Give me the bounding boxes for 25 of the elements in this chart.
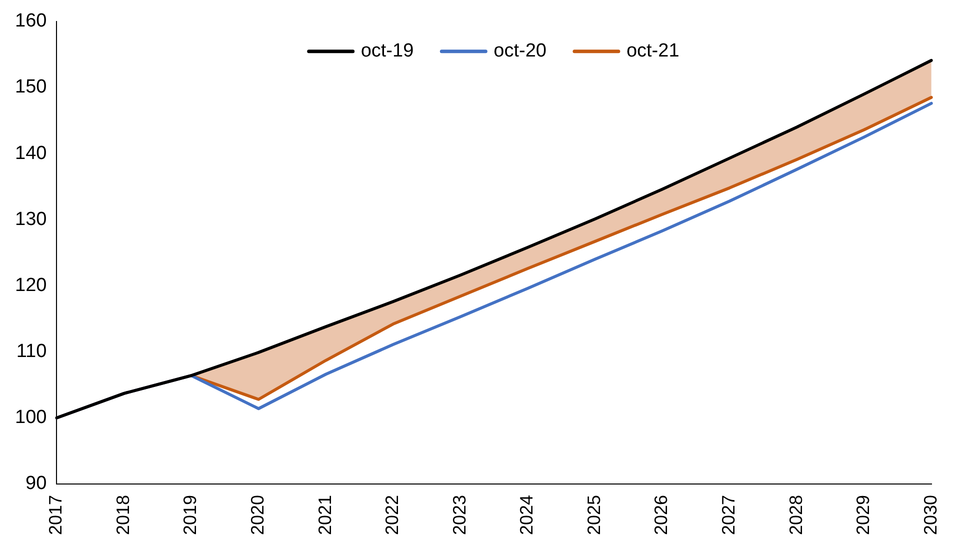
y-tick-label: 100 [15, 407, 47, 428]
y-tick-label: 130 [15, 208, 47, 230]
x-tick-label: 2022 [382, 494, 402, 536]
x-tick-label: 2018 [112, 494, 133, 536]
x-tick-label: 2017 [46, 494, 66, 536]
y-tick-label: 160 [15, 10, 47, 32]
x-tick-label: 2025 [584, 494, 604, 536]
x-tick-label: 2029 [853, 494, 874, 536]
x-tick-label: 2023 [449, 494, 470, 536]
y-tick-label: 150 [15, 76, 47, 98]
y-tick-label: 110 [16, 341, 47, 362]
x-tick-label: 2020 [248, 494, 268, 536]
y-tick-label: 90 [26, 473, 47, 494]
y-tick-label: 140 [15, 142, 47, 164]
x-tick-label: 2027 [718, 494, 739, 536]
x-tick-label: 2024 [516, 494, 537, 536]
legend-label: oct-21 [626, 40, 680, 62]
x-tick-label: 2030 [920, 494, 940, 536]
legend-label: oct-20 [494, 40, 546, 62]
x-tick-label: 2019 [180, 494, 200, 536]
x-tick-label: 2026 [651, 494, 672, 536]
legend-label: oct-19 [360, 40, 414, 62]
y-tick-label: 120 [15, 274, 47, 296]
x-tick-label: 2028 [786, 494, 806, 536]
x-tick-label: 2021 [314, 494, 335, 536]
